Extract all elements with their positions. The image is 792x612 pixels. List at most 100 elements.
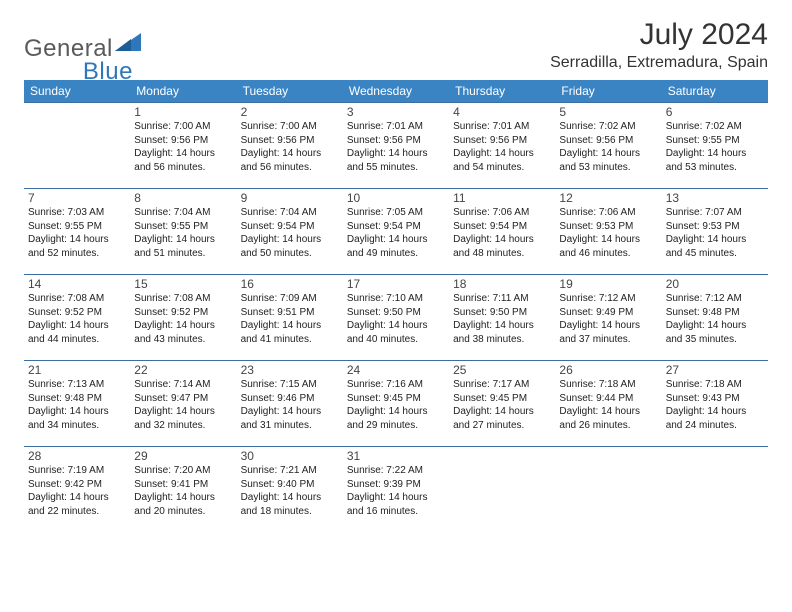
day-number: 28 xyxy=(28,449,126,463)
day-number: 24 xyxy=(347,363,445,377)
day-details: Sunrise: 7:18 AMSunset: 9:44 PMDaylight:… xyxy=(559,378,657,432)
day-number: 7 xyxy=(28,191,126,205)
calendar-cell: 1Sunrise: 7:00 AMSunset: 9:56 PMDaylight… xyxy=(130,103,236,189)
calendar-cell: 16Sunrise: 7:09 AMSunset: 9:51 PMDayligh… xyxy=(237,275,343,361)
day-number: 29 xyxy=(134,449,232,463)
calendar-row: 28Sunrise: 7:19 AMSunset: 9:42 PMDayligh… xyxy=(24,447,768,533)
day-details: Sunrise: 7:09 AMSunset: 9:51 PMDaylight:… xyxy=(241,292,339,346)
day-details: Sunrise: 7:08 AMSunset: 9:52 PMDaylight:… xyxy=(28,292,126,346)
day-number: 13 xyxy=(666,191,764,205)
calendar-cell xyxy=(662,447,768,533)
calendar-cell: 14Sunrise: 7:08 AMSunset: 9:52 PMDayligh… xyxy=(24,275,130,361)
calendar-cell: 23Sunrise: 7:15 AMSunset: 9:46 PMDayligh… xyxy=(237,361,343,447)
day-number: 12 xyxy=(559,191,657,205)
calendar-cell: 30Sunrise: 7:21 AMSunset: 9:40 PMDayligh… xyxy=(237,447,343,533)
calendar-cell xyxy=(555,447,661,533)
day-number: 2 xyxy=(241,105,339,119)
day-number: 15 xyxy=(134,277,232,291)
day-number: 19 xyxy=(559,277,657,291)
calendar-cell: 27Sunrise: 7:18 AMSunset: 9:43 PMDayligh… xyxy=(662,361,768,447)
day-number: 5 xyxy=(559,105,657,119)
calendar-cell: 3Sunrise: 7:01 AMSunset: 9:56 PMDaylight… xyxy=(343,103,449,189)
weekday-mon: Monday xyxy=(130,80,236,103)
calendar-cell: 19Sunrise: 7:12 AMSunset: 9:49 PMDayligh… xyxy=(555,275,661,361)
day-number: 17 xyxy=(347,277,445,291)
weekday-header-row: Sunday Monday Tuesday Wednesday Thursday… xyxy=(24,80,768,103)
brand-triangle-icon xyxy=(115,31,141,56)
day-number: 8 xyxy=(134,191,232,205)
day-number: 21 xyxy=(28,363,126,377)
day-details: Sunrise: 7:17 AMSunset: 9:45 PMDaylight:… xyxy=(453,378,551,432)
weekday-wed: Wednesday xyxy=(343,80,449,103)
calendar-cell xyxy=(24,103,130,189)
day-number: 20 xyxy=(666,277,764,291)
day-number: 14 xyxy=(28,277,126,291)
calendar-cell: 15Sunrise: 7:08 AMSunset: 9:52 PMDayligh… xyxy=(130,275,236,361)
day-details: Sunrise: 7:08 AMSunset: 9:52 PMDaylight:… xyxy=(134,292,232,346)
calendar-cell: 20Sunrise: 7:12 AMSunset: 9:48 PMDayligh… xyxy=(662,275,768,361)
calendar-table: Sunday Monday Tuesday Wednesday Thursday… xyxy=(24,80,768,533)
calendar-cell: 28Sunrise: 7:19 AMSunset: 9:42 PMDayligh… xyxy=(24,447,130,533)
calendar-cell: 25Sunrise: 7:17 AMSunset: 9:45 PMDayligh… xyxy=(449,361,555,447)
day-details: Sunrise: 7:21 AMSunset: 9:40 PMDaylight:… xyxy=(241,464,339,518)
day-number: 31 xyxy=(347,449,445,463)
day-number: 18 xyxy=(453,277,551,291)
calendar-row: 7Sunrise: 7:03 AMSunset: 9:55 PMDaylight… xyxy=(24,189,768,275)
day-details: Sunrise: 7:14 AMSunset: 9:47 PMDaylight:… xyxy=(134,378,232,432)
calendar-cell xyxy=(449,447,555,533)
day-details: Sunrise: 7:04 AMSunset: 9:55 PMDaylight:… xyxy=(134,206,232,260)
location: Serradilla, Extremadura, Spain xyxy=(550,54,768,72)
weekday-thu: Thursday xyxy=(449,80,555,103)
day-number: 16 xyxy=(241,277,339,291)
day-details: Sunrise: 7:02 AMSunset: 9:55 PMDaylight:… xyxy=(666,120,764,174)
day-details: Sunrise: 7:15 AMSunset: 9:46 PMDaylight:… xyxy=(241,378,339,432)
day-details: Sunrise: 7:12 AMSunset: 9:48 PMDaylight:… xyxy=(666,292,764,346)
calendar-cell: 2Sunrise: 7:00 AMSunset: 9:56 PMDaylight… xyxy=(237,103,343,189)
header: General Blue July 2024 Serradilla, Extre… xyxy=(24,18,768,74)
day-number: 30 xyxy=(241,449,339,463)
day-number: 26 xyxy=(559,363,657,377)
day-number: 10 xyxy=(347,191,445,205)
title-block: July 2024 Serradilla, Extremadura, Spain xyxy=(550,18,768,72)
calendar-cell: 10Sunrise: 7:05 AMSunset: 9:54 PMDayligh… xyxy=(343,189,449,275)
day-details: Sunrise: 7:03 AMSunset: 9:55 PMDaylight:… xyxy=(28,206,126,260)
calendar-cell: 18Sunrise: 7:11 AMSunset: 9:50 PMDayligh… xyxy=(449,275,555,361)
calendar-row: 14Sunrise: 7:08 AMSunset: 9:52 PMDayligh… xyxy=(24,275,768,361)
day-number: 27 xyxy=(666,363,764,377)
day-details: Sunrise: 7:05 AMSunset: 9:54 PMDaylight:… xyxy=(347,206,445,260)
calendar-cell: 21Sunrise: 7:13 AMSunset: 9:48 PMDayligh… xyxy=(24,361,130,447)
brand-logo: General Blue xyxy=(24,24,133,74)
day-number: 4 xyxy=(453,105,551,119)
day-details: Sunrise: 7:18 AMSunset: 9:43 PMDaylight:… xyxy=(666,378,764,432)
calendar-cell: 11Sunrise: 7:06 AMSunset: 9:54 PMDayligh… xyxy=(449,189,555,275)
day-details: Sunrise: 7:06 AMSunset: 9:53 PMDaylight:… xyxy=(559,206,657,260)
day-details: Sunrise: 7:06 AMSunset: 9:54 PMDaylight:… xyxy=(453,206,551,260)
day-details: Sunrise: 7:00 AMSunset: 9:56 PMDaylight:… xyxy=(241,120,339,174)
weekday-fri: Friday xyxy=(555,80,661,103)
calendar-cell: 8Sunrise: 7:04 AMSunset: 9:55 PMDaylight… xyxy=(130,189,236,275)
day-number: 9 xyxy=(241,191,339,205)
day-number: 11 xyxy=(453,191,551,205)
day-details: Sunrise: 7:12 AMSunset: 9:49 PMDaylight:… xyxy=(559,292,657,346)
calendar-cell: 13Sunrise: 7:07 AMSunset: 9:53 PMDayligh… xyxy=(662,189,768,275)
calendar-cell: 29Sunrise: 7:20 AMSunset: 9:41 PMDayligh… xyxy=(130,447,236,533)
month-title: July 2024 xyxy=(550,18,768,52)
day-details: Sunrise: 7:02 AMSunset: 9:56 PMDaylight:… xyxy=(559,120,657,174)
day-details: Sunrise: 7:22 AMSunset: 9:39 PMDaylight:… xyxy=(347,464,445,518)
day-number: 23 xyxy=(241,363,339,377)
weekday-tue: Tuesday xyxy=(237,80,343,103)
calendar-cell: 9Sunrise: 7:04 AMSunset: 9:54 PMDaylight… xyxy=(237,189,343,275)
day-details: Sunrise: 7:20 AMSunset: 9:41 PMDaylight:… xyxy=(134,464,232,518)
day-details: Sunrise: 7:00 AMSunset: 9:56 PMDaylight:… xyxy=(134,120,232,174)
calendar-cell: 17Sunrise: 7:10 AMSunset: 9:50 PMDayligh… xyxy=(343,275,449,361)
day-number: 6 xyxy=(666,105,764,119)
day-details: Sunrise: 7:19 AMSunset: 9:42 PMDaylight:… xyxy=(28,464,126,518)
calendar-row: 1Sunrise: 7:00 AMSunset: 9:56 PMDaylight… xyxy=(24,103,768,189)
day-number: 1 xyxy=(134,105,232,119)
day-details: Sunrise: 7:10 AMSunset: 9:50 PMDaylight:… xyxy=(347,292,445,346)
day-number: 3 xyxy=(347,105,445,119)
day-details: Sunrise: 7:16 AMSunset: 9:45 PMDaylight:… xyxy=(347,378,445,432)
calendar-body: 1Sunrise: 7:00 AMSunset: 9:56 PMDaylight… xyxy=(24,103,768,533)
day-details: Sunrise: 7:07 AMSunset: 9:53 PMDaylight:… xyxy=(666,206,764,260)
calendar-cell: 26Sunrise: 7:18 AMSunset: 9:44 PMDayligh… xyxy=(555,361,661,447)
